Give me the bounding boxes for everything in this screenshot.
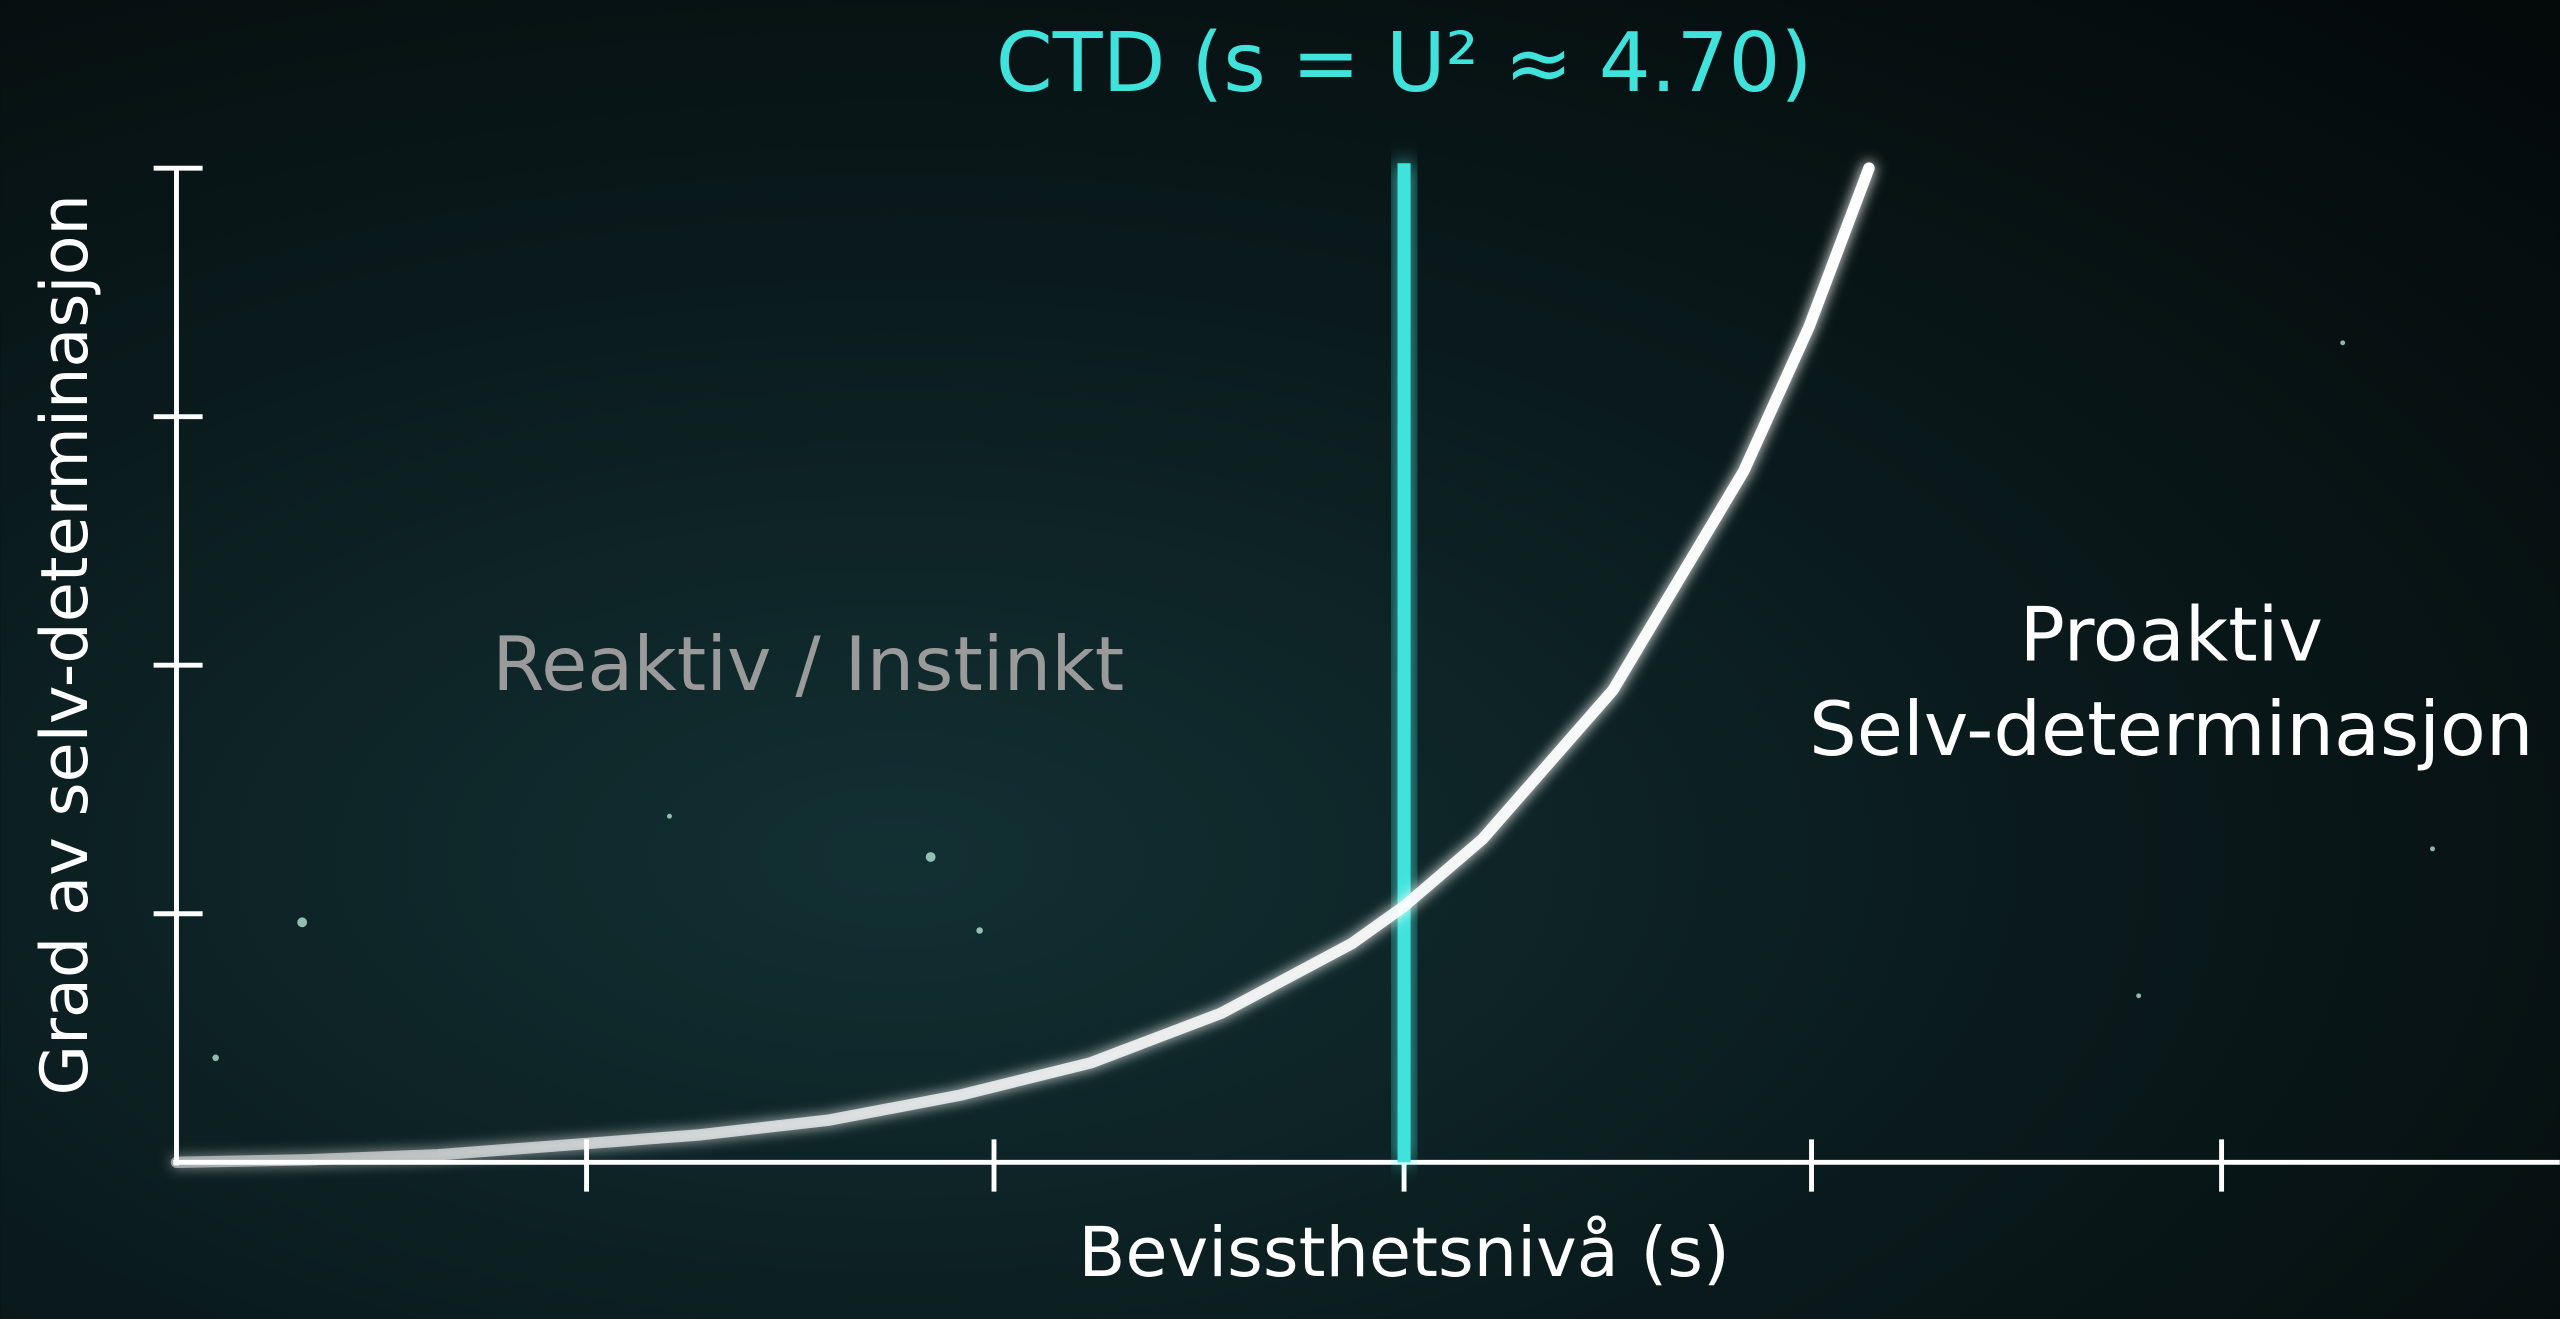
x-axis-label: Bevissthetsnivå (s)	[1078, 1213, 1729, 1293]
star	[667, 814, 672, 819]
star	[212, 1055, 219, 1062]
y-axis-label: Grad av selv-determinasjon	[27, 194, 103, 1095]
chart: Bevissthetsnivå (s) Grad av selv-determi…	[0, 0, 2560, 1319]
threshold-label: CTD (s = U² ≈ 4.70)	[996, 16, 1812, 111]
star	[297, 917, 307, 927]
star	[2430, 846, 2435, 851]
threshold-line	[1398, 163, 1411, 1162]
star	[976, 927, 983, 934]
star	[926, 852, 936, 862]
page: {"chart_data": { "type": "line", "x_labe…	[0, 0, 2560, 1319]
annotation: Selv-determinasjon	[1809, 685, 2533, 773]
star	[2136, 993, 2141, 998]
star	[2340, 340, 2345, 345]
annotation: Proaktiv	[2020, 590, 2323, 678]
annotation: Reaktiv / Instinkt	[492, 620, 1124, 708]
